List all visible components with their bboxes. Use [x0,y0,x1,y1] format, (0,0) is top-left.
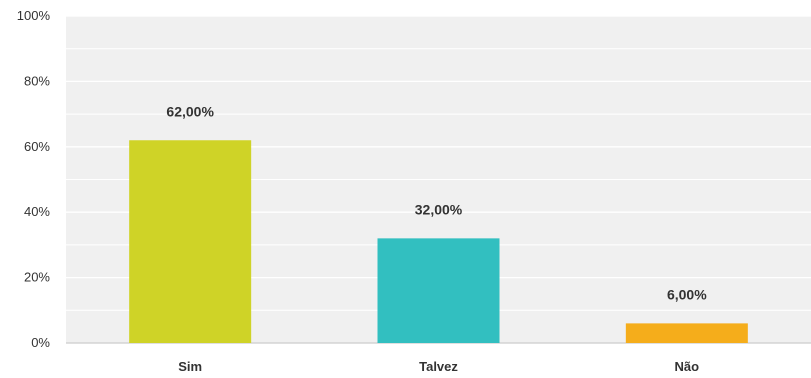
category-labels: Sim Talvez Não [178,359,699,374]
category-label: Não [675,359,700,374]
category-label: Talvez [419,359,458,374]
y-tick-label: 0% [31,335,50,350]
data-labels: 62,00% 32,00% 6,00% [166,103,707,302]
y-tick-label: 100% [17,8,51,23]
data-label: 32,00% [415,201,463,217]
bar-não [625,323,748,343]
data-label: 6,00% [667,286,707,302]
y-tick-label: 60% [24,139,50,154]
y-tick-label: 40% [24,204,50,219]
bar-talvez [377,238,500,343]
bars [129,140,748,343]
data-label: 62,00% [166,103,214,119]
y-axis-ticks: 0% 20% 40% 60% 80% 100% [17,8,51,350]
category-label: Sim [178,359,202,374]
y-tick-label: 20% [24,270,50,285]
bar-sim [129,140,252,343]
y-tick-label: 80% [24,73,50,88]
